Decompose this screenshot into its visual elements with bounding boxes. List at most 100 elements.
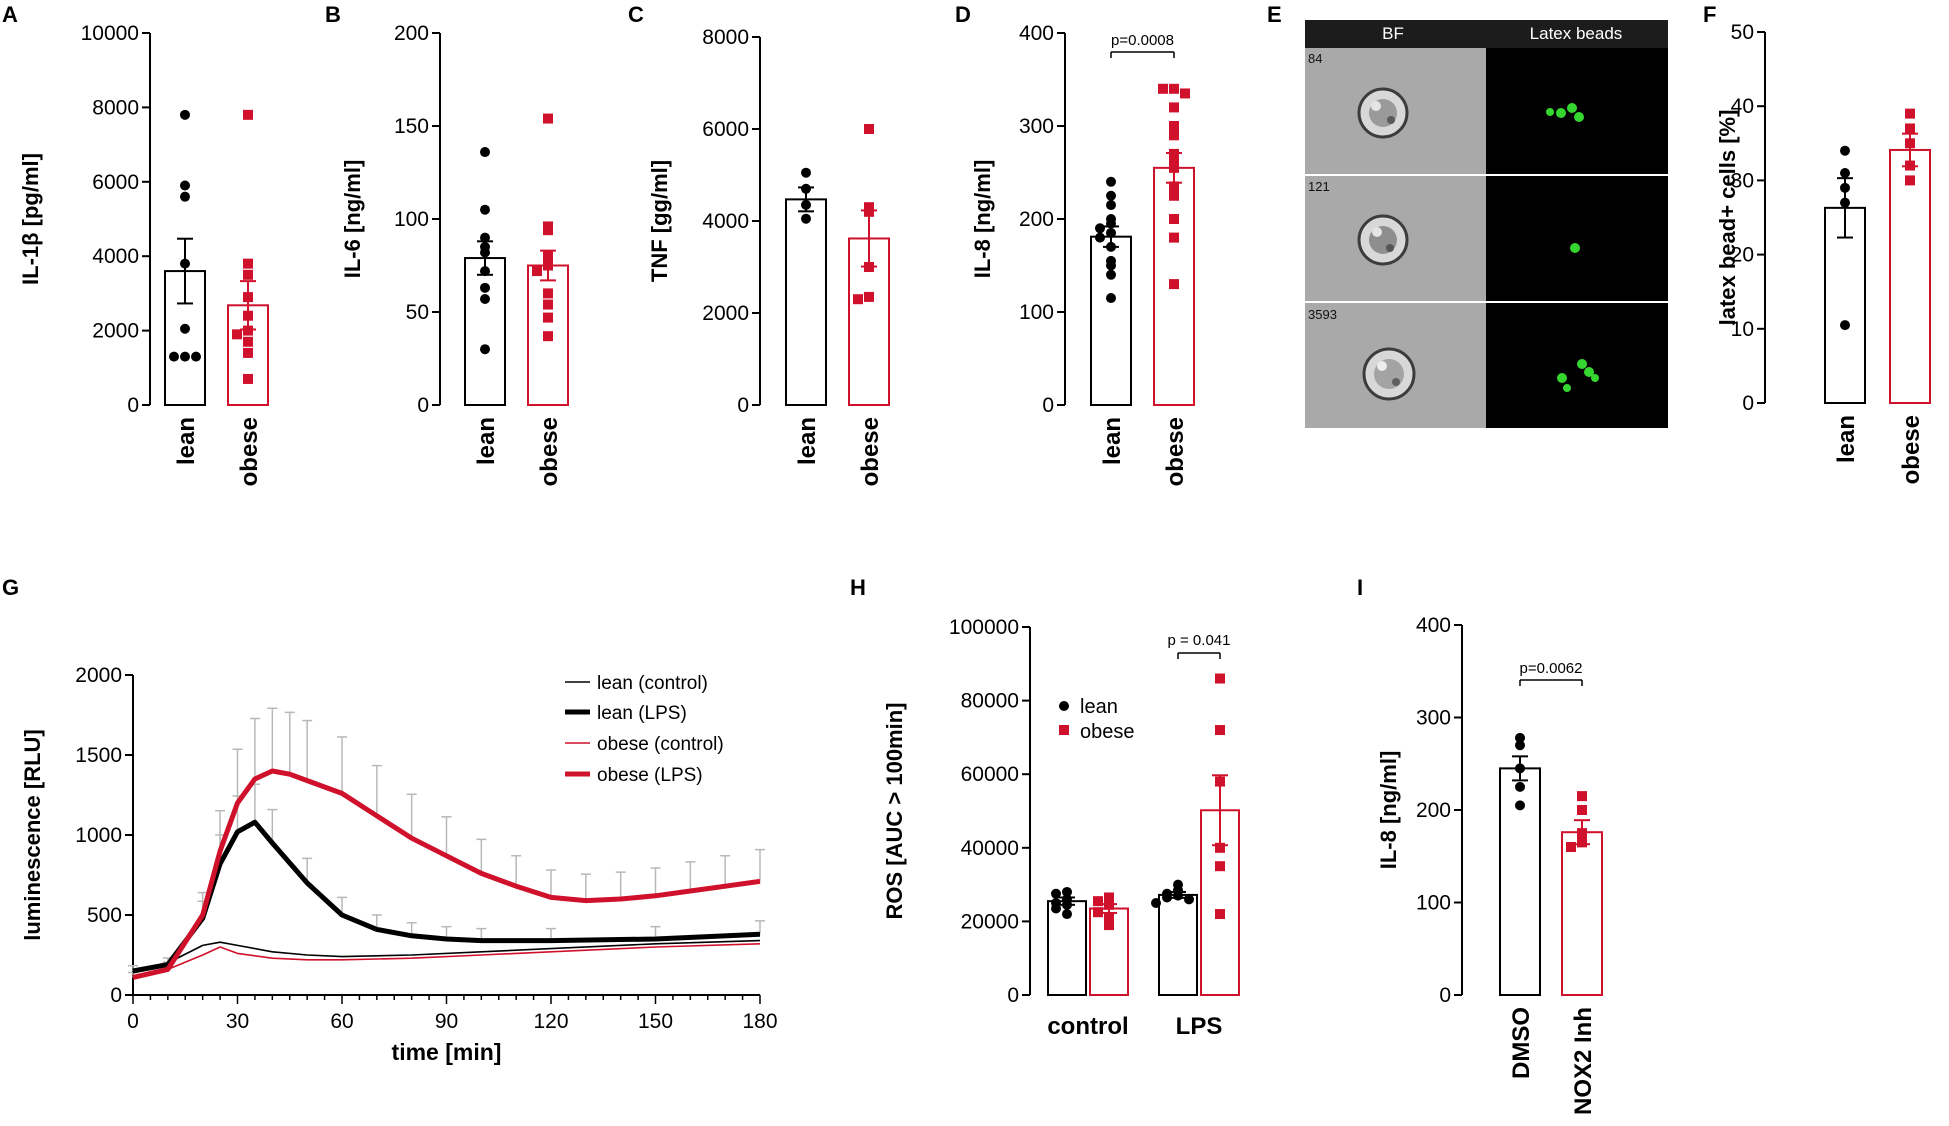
legend-label-obese-lps: obese (LPS): [597, 765, 703, 786]
group-second-data-point: [543, 260, 553, 271]
series-line-obese-control: [132, 943, 761, 979]
group-second-data-point: [232, 329, 242, 340]
y-tick-label: 200: [1416, 799, 1451, 822]
lps-obese-data-point: [1215, 673, 1225, 684]
y-tick-label: 40000: [961, 837, 1019, 860]
group-first-data-point: [180, 351, 190, 362]
y-tick-label: 400: [1019, 22, 1054, 45]
chart-c-tnf: 0 2000 4000 6000 8000 TNF [gg/ml] lean obese: [647, 26, 890, 486]
panel-letter-a: A: [2, 2, 18, 27]
group-second-data-point: [243, 269, 253, 280]
lps-obese-data-point: [1215, 842, 1225, 853]
y-tick-label: 0: [1042, 394, 1054, 417]
x-tick-label: 30: [226, 1010, 249, 1033]
group-first-data-point: [480, 232, 490, 243]
control-obese-data-point: [1093, 896, 1103, 907]
y-tick-label: 0: [110, 984, 122, 1007]
control-obese-data-point: [1104, 892, 1114, 903]
group-second-bar: [1561, 831, 1603, 997]
latex-beads-121: [1570, 243, 1580, 253]
control-obese-data-point: [1093, 907, 1103, 918]
chart-d-il8: 0 100 200 300 400 IL-8 [ng/ml] lean obese p=0.00…: [970, 22, 1195, 486]
group-second-data-point: [1905, 123, 1915, 134]
group-first-data-point: [1840, 320, 1850, 331]
group-second-data-point: [853, 294, 863, 305]
group-second-data-point: [543, 312, 553, 323]
y-tick-label: 80000: [961, 690, 1019, 713]
x-axis-label: time [min]: [392, 1039, 502, 1065]
chart-g-luminescence: 0 500 1000 1500 2000 0 30 60 90 120 150 180 time [mi…: [20, 664, 778, 1065]
p-value-annotation: p = 0.041: [1168, 632, 1231, 649]
group-first-data-point: [480, 293, 490, 304]
group-second-data-point: [1566, 842, 1576, 852]
x-category-label: obese: [1898, 415, 1925, 484]
cell-3593: [1362, 347, 1416, 401]
group-first-data-point: [480, 344, 490, 355]
y-tick-label: 100: [1416, 892, 1451, 915]
group-second-data-point: [1577, 837, 1587, 848]
control-obese-data-point: [1104, 912, 1114, 923]
x-category-label: LPS: [1176, 1013, 1223, 1040]
y-axis-label: IL-8 [ng/ml]: [1376, 751, 1401, 870]
cell-84: [1357, 87, 1409, 139]
lps-lean-data-point: [1162, 892, 1172, 903]
y-tick-label: 1500: [75, 744, 122, 767]
y-tick-label: 50: [406, 301, 429, 324]
y-axis-label: IL-8 [ng/ml]: [970, 160, 995, 279]
group-second-data-point: [243, 336, 253, 347]
group-first-data-point: [169, 351, 179, 362]
lps-lean-bar: [1158, 893, 1198, 996]
y-axis-label: ROS [AUC > 100min]: [882, 703, 907, 920]
lps-lean-data-point: [1151, 898, 1161, 908]
group-second-data-point: [543, 113, 553, 124]
group-first-data-point: [1106, 241, 1116, 252]
group-second-data-point: [243, 292, 253, 303]
image-header-bar: [1305, 20, 1668, 48]
x-tick-label: 90: [435, 1010, 458, 1033]
y-tick-label: 2000: [92, 320, 139, 343]
cell-121: [1357, 214, 1409, 266]
group-second-data-point: [543, 225, 553, 236]
group-first-data-point: [1106, 176, 1116, 187]
y-tick-label: 2000: [75, 664, 122, 687]
panel-letter-e: E: [1267, 2, 1282, 27]
chart-b-il6: 0 50 100 150 200 IL-6 [ng/ml] lean obese: [340, 22, 569, 486]
lps-lean-data-point: [1173, 890, 1183, 901]
group-second-data-point: [1905, 175, 1915, 186]
group-second-data-point: [864, 206, 874, 217]
control-lean-data-point: [1062, 909, 1072, 920]
group-second-data-point: [1169, 232, 1179, 243]
legend-label-obese-control: obese (control): [597, 734, 724, 755]
control-lean-data-point: [1051, 888, 1061, 899]
group-first-data-point: [1515, 763, 1525, 774]
row-id-121: 121: [1308, 179, 1330, 194]
group-first-data-point: [1840, 167, 1850, 178]
group-first-data-point: [480, 282, 490, 293]
group-second-data-point: [543, 251, 553, 262]
col-header-latex: Latex beads: [1530, 24, 1623, 43]
control-lean-data-point: [1062, 886, 1072, 897]
y-tick-label: 1000: [75, 824, 122, 847]
x-tick-label: 0: [127, 1010, 139, 1033]
x-category-label: obese: [536, 417, 563, 486]
chart-f-latex: 0 10 20 30 40 50 latex bead+ cells [%] lean obes…: [1715, 21, 1931, 484]
y-tick-label: 20: [1731, 244, 1754, 267]
group-second-data-point: [864, 291, 874, 302]
y-tick-label: 0: [737, 394, 749, 417]
latex-beads-84: [1546, 103, 1584, 122]
series-line-lean-control: [132, 939, 761, 974]
panel-letter-f: F: [1703, 2, 1716, 27]
chart-a-il1b: 0 2000 4000 6000 8000 10000 IL-1β [pg/ml] lean o…: [18, 22, 269, 486]
x-category-label: lean: [1833, 415, 1860, 463]
group-first-data-point: [180, 258, 190, 269]
group-second-data-point: [543, 331, 553, 342]
group-first-data-point: [1106, 190, 1116, 201]
legend-label-lean-control: lean (control): [597, 673, 708, 694]
group-first-data-point: [1106, 269, 1116, 280]
group-first-data-point: [801, 213, 811, 224]
group-first-data-point: [180, 191, 190, 202]
row-id-84: 84: [1308, 51, 1322, 66]
x-tick-label: 120: [533, 1010, 568, 1033]
group-first-data-point: [1840, 197, 1850, 208]
group-second-bar: [848, 237, 890, 406]
